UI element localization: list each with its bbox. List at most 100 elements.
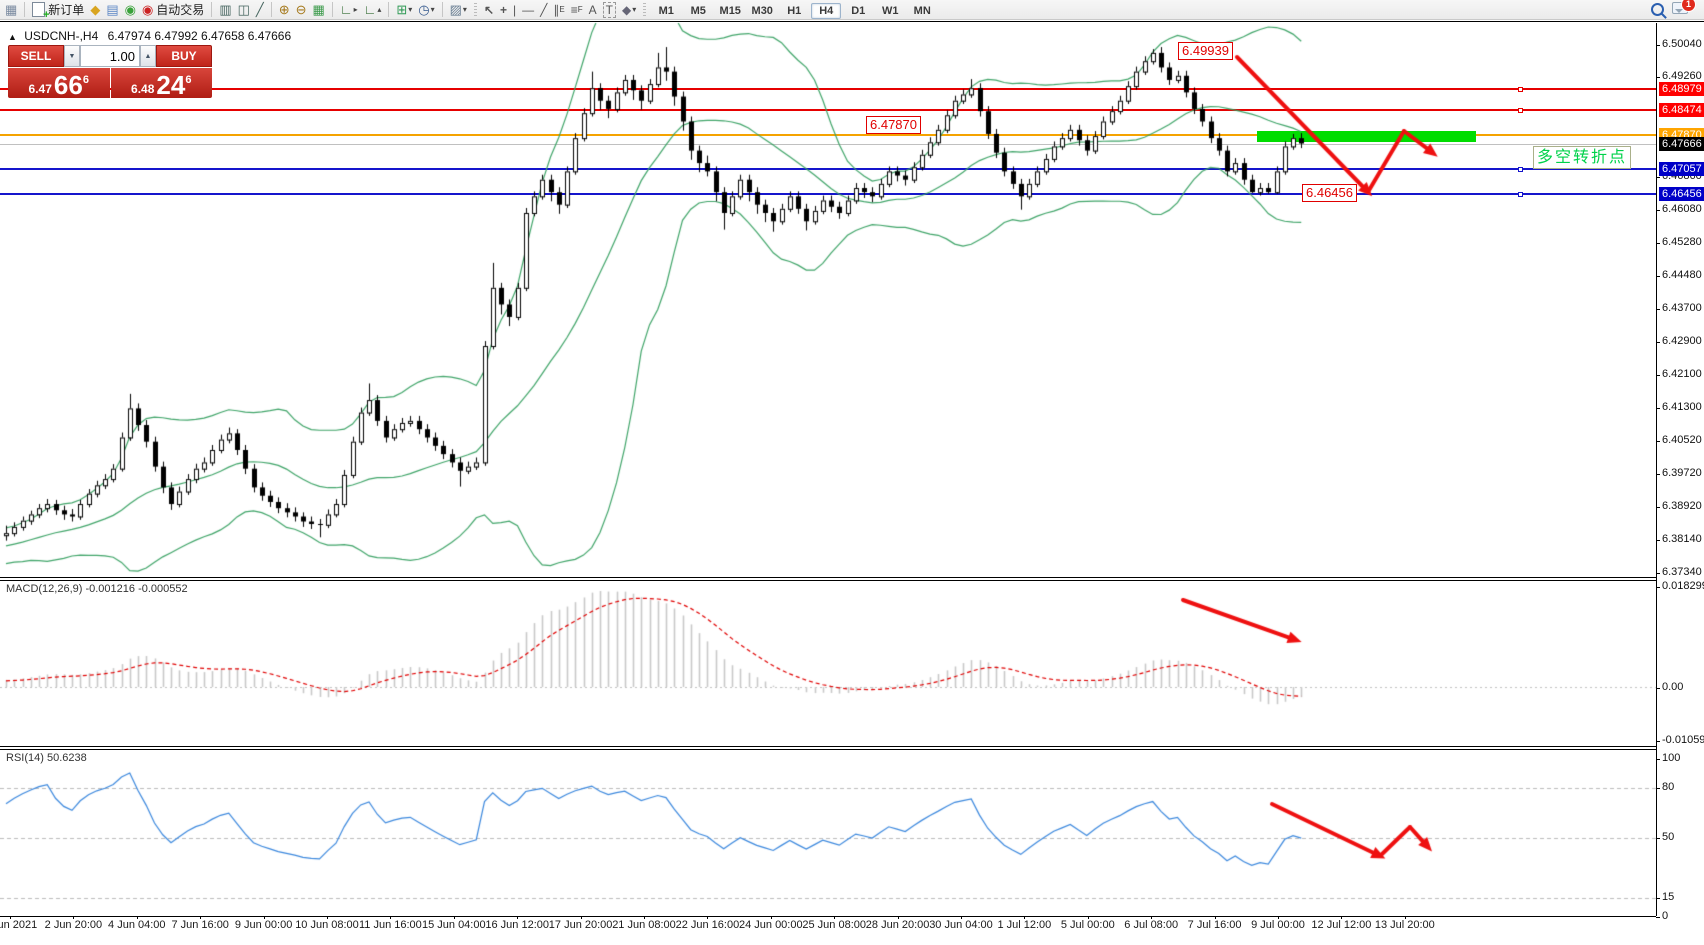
turning-point-note[interactable]: 多空转折点 bbox=[1533, 146, 1632, 169]
date-tick-mark bbox=[200, 916, 202, 919]
horizontal-line-tool[interactable]: — bbox=[522, 2, 535, 17]
timeframe-button-m15[interactable]: M15 bbox=[719, 4, 741, 17]
periods-clock-icon[interactable]: ◷ ▾ bbox=[418, 1, 435, 17]
timeframe-button-w1[interactable]: W1 bbox=[881, 4, 899, 17]
date-label[interactable]: 5 Jul 00:00 bbox=[1060, 919, 1115, 931]
search-icon[interactable] bbox=[1651, 3, 1664, 16]
mid-price-callout[interactable]: 6.47870 bbox=[866, 116, 921, 134]
timeframe-button-d1[interactable]: D1 bbox=[851, 4, 866, 17]
price-tick: 6.40520 bbox=[1662, 434, 1702, 446]
line-chart-mode-icon[interactable]: ╱ bbox=[255, 1, 264, 17]
peak-price-callout[interactable]: 6.49939 bbox=[1178, 42, 1233, 60]
price-badge-6.48474: 6.48474 bbox=[1659, 103, 1704, 117]
buy-button[interactable]: BUY bbox=[156, 45, 212, 67]
axis-tick-mark bbox=[1656, 243, 1660, 244]
date-label[interactable]: 1 Jul 12:00 bbox=[997, 919, 1052, 931]
date-label[interactable]: 2 Jun 20:00 bbox=[44, 919, 103, 931]
price-tick: 6.50040 bbox=[1662, 38, 1702, 50]
chart-shift-icon[interactable]: ∟ ▴ bbox=[363, 1, 382, 17]
date-tick-mark bbox=[327, 916, 328, 919]
volume-field[interactable]: 1.00 bbox=[80, 45, 140, 67]
axis-tick-mark bbox=[1656, 474, 1660, 475]
volume-increase-button[interactable]: ▲ bbox=[140, 45, 156, 67]
rsi-label: RSI(14) 50.6238 bbox=[6, 752, 87, 764]
date-label[interactable]: 28 Jun 20:00 bbox=[865, 919, 930, 931]
chart-profile-icon[interactable]: ▦ bbox=[5, 1, 18, 17]
rsi-tick: 15 bbox=[1662, 891, 1675, 903]
sell-price-display[interactable]: 6.47 66 6 bbox=[8, 68, 110, 98]
timeframe-button-h4[interactable]: H4 bbox=[811, 2, 842, 19]
profile-chart-icon[interactable]: ▤ bbox=[106, 1, 119, 17]
text-tool[interactable]: A bbox=[588, 2, 597, 17]
date-label[interactable]: 7 Jul 16:00 bbox=[1187, 919, 1242, 931]
date-label[interactable]: 10 Jun 08:00 bbox=[295, 919, 359, 931]
candlestick-mode-icon[interactable]: ◫ bbox=[237, 1, 250, 17]
volume-decrease-button[interactable]: ▼ bbox=[64, 45, 80, 67]
collapse-triangle-icon[interactable]: ▲ bbox=[8, 32, 17, 42]
price-tick: 6.41300 bbox=[1662, 401, 1702, 413]
macd-tick: 0.00 bbox=[1662, 681, 1684, 693]
zoom-out-icon[interactable]: ⊖ bbox=[295, 1, 307, 17]
date-label[interactable]: 15 Jun 04:00 bbox=[421, 919, 486, 931]
date-label[interactable]: 7 Jun 16:00 bbox=[171, 919, 229, 931]
signals-icon[interactable]: ◉ bbox=[124, 1, 136, 17]
price-tick: 6.42900 bbox=[1662, 335, 1702, 347]
low-price-callout[interactable]: 6.46456 bbox=[1302, 184, 1357, 202]
date-label[interactable]: 30 Jun 04:00 bbox=[929, 919, 993, 931]
axis-tick-mark bbox=[1656, 177, 1660, 178]
date-label[interactable]: 17 Jun 20:00 bbox=[548, 919, 613, 931]
autotrade-icon: ◉ bbox=[141, 1, 154, 17]
buy-price-display[interactable]: 6.48 24 6 bbox=[110, 68, 212, 98]
date-label[interactable]: 6 Jul 08:00 bbox=[1124, 919, 1179, 931]
date-label[interactable]: 13 Jul 20:00 bbox=[1374, 919, 1435, 931]
autotrade-button[interactable]: ◉ 自动交易 bbox=[139, 1, 207, 19]
toolbar-separator bbox=[211, 2, 213, 17]
fibonacci-tool[interactable]: ≡ F bbox=[570, 2, 583, 17]
autotrade-label: 自动交易 bbox=[156, 3, 205, 17]
date-label[interactable]: 25 Jun 08:00 bbox=[802, 919, 866, 931]
timeframe-button-mn[interactable]: MN bbox=[913, 4, 931, 17]
date-tick-mark bbox=[517, 916, 519, 919]
trendline-tool[interactable]: ╱ bbox=[540, 2, 548, 17]
tile-windows-icon[interactable]: ▦ bbox=[312, 1, 325, 17]
crosshair-tool[interactable]: + bbox=[500, 2, 508, 17]
axis-tick-mark bbox=[1656, 342, 1660, 343]
add-indicator-icon[interactable]: ⊞ ▾ bbox=[396, 1, 413, 17]
date-tick-mark bbox=[453, 916, 455, 919]
date-label[interactable]: 9 Jun 00:00 bbox=[234, 919, 293, 931]
shapes-tool[interactable]: ◆ ▾ bbox=[621, 2, 637, 17]
sell-button[interactable]: SELL bbox=[8, 45, 64, 67]
cursor-tool[interactable]: ↖ bbox=[483, 2, 494, 17]
date-label[interactable]: 12 Jul 12:00 bbox=[1311, 919, 1372, 931]
timeframe-button-h1[interactable]: H1 bbox=[787, 4, 802, 17]
channel-tool[interactable]: ∥ E bbox=[553, 2, 565, 17]
notifications-button[interactable]: 1 bbox=[1672, 0, 1696, 19]
date-label[interactable]: 21 Jun 08:00 bbox=[612, 919, 676, 931]
date-label[interactable]: 1 Jun 2021 bbox=[0, 919, 38, 931]
axis-tick-mark bbox=[1656, 898, 1660, 899]
main-toolbar: ▦ + 新订单 ◆ ▤ ◉ ◉ 自动交易 ▥ ◫ ╱ ⊕ ⊖ ▦ ∟ ▸ ∟ ▴ ⊞… bbox=[0, 0, 1704, 21]
timeframe-button-m5[interactable]: M5 bbox=[690, 4, 706, 17]
auto-scroll-icon[interactable]: ∟ ▸ bbox=[339, 1, 358, 17]
timeframe-button-m30[interactable]: M30 bbox=[751, 4, 773, 17]
date-label[interactable]: 4 Jun 04:00 bbox=[108, 919, 166, 931]
macd-label: MACD(12,26,9) -0.001216 -0.000552 bbox=[6, 583, 188, 595]
vertical-line-tool[interactable]: | bbox=[513, 2, 517, 17]
date-label[interactable]: 22 Jun 16:00 bbox=[675, 919, 740, 931]
date-label[interactable]: 9 Jul 00:00 bbox=[1251, 919, 1305, 931]
toolbar-separator bbox=[441, 2, 443, 17]
date-label[interactable]: 24 Jun 00:00 bbox=[738, 919, 803, 931]
bar-chart-mode-icon[interactable]: ▥ bbox=[219, 1, 232, 17]
date-label[interactable]: 16 Jun 12:00 bbox=[485, 919, 549, 931]
gold-eraser-icon[interactable]: ◆ bbox=[90, 1, 101, 17]
templates-icon[interactable]: ▨ ▾ bbox=[449, 1, 467, 17]
zoom-in-icon[interactable]: ⊕ bbox=[278, 1, 290, 17]
timeframe-button-m1[interactable]: M1 bbox=[658, 4, 674, 17]
one-click-trading-panel: SELL ▼ 1.00 ▲ BUY 6.47 66 6 6.48 24 6 bbox=[8, 45, 212, 98]
date-label[interactable]: 11 Jun 16:00 bbox=[358, 919, 422, 931]
text-label-tool[interactable]: T bbox=[600, 1, 619, 19]
rsi-tick: 0 bbox=[1662, 910, 1669, 922]
date-tick-mark bbox=[390, 916, 392, 919]
new-order-button[interactable]: + 新订单 bbox=[29, 1, 87, 21]
